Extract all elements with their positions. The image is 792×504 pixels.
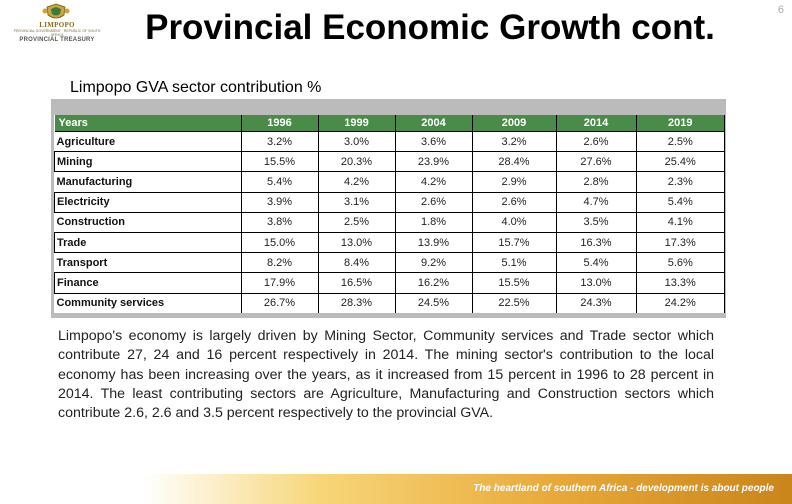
- table-cell: 4.2%: [395, 171, 473, 193]
- table-cell: 4.0%: [472, 211, 557, 233]
- table-cell: 15.0%: [241, 231, 319, 253]
- table-cell: 4.7%: [556, 191, 637, 213]
- footer-tagline: The heartland of southern Africa - devel…: [473, 483, 774, 494]
- column-header: 1996: [241, 115, 319, 132]
- table-cell: 15.5%: [241, 151, 319, 172]
- table-cell: 24.5%: [395, 292, 473, 313]
- table-cell: 3.2%: [241, 130, 319, 152]
- table-cell: 2.5%: [318, 211, 396, 233]
- table-cell: 5.1%: [472, 252, 557, 273]
- logo-treasury: PROVINCIAL TREASURY: [19, 37, 95, 43]
- sector-name: Electricity: [54, 191, 242, 213]
- table-cell: 4.2%: [318, 171, 396, 193]
- sector-name: Community services: [54, 292, 242, 313]
- column-header: 2019: [636, 115, 725, 132]
- sector-name: Agriculture: [54, 130, 242, 152]
- table-row: Manufacturing 5.4% 4.2% 4.2% 2.9% 2.8% 2…: [54, 171, 725, 193]
- footer-banner: The heartland of southern Africa - devel…: [0, 474, 792, 504]
- table-cell: 17.9%: [241, 272, 319, 293]
- table-row: Mining 15.5% 20.3% 23.9% 28.4% 27.6% 25.…: [54, 151, 725, 172]
- table-cell: 20.3%: [318, 151, 396, 172]
- table-row: Community services 26.7% 28.3% 24.5% 22.…: [54, 292, 725, 313]
- sector-name: Mining: [54, 151, 242, 172]
- table-cell: 24.2%: [636, 292, 725, 313]
- table-header-row: Years 1996 1999 2004 2009 2014 2019: [54, 115, 725, 132]
- table-row: Finance 17.9% 16.5% 16.2% 15.5% 13.0% 13…: [54, 272, 725, 293]
- logo-name: LIMPOPO: [39, 21, 75, 29]
- sector-name: Transport: [54, 252, 242, 273]
- table-cell: 25.4%: [636, 151, 725, 172]
- logo-subtitle: PROVINCIAL GOVERNMENT · REPUBLIC OF SOUT…: [13, 29, 101, 37]
- sector-name: Trade: [54, 231, 242, 253]
- table-cell: 3.2%: [472, 130, 557, 152]
- table-cell: 3.5%: [556, 211, 637, 233]
- column-header: Years: [54, 115, 242, 132]
- table-cell: 9.2%: [395, 252, 473, 273]
- table-row: Transport 8.2% 8.4% 9.2% 5.1% 5.4% 5.6%: [54, 252, 725, 273]
- table-cell: 16.3%: [556, 231, 637, 253]
- table-row: Electricity 3.9% 3.1% 2.6% 2.6% 4.7% 5.4…: [54, 191, 725, 213]
- table-cell: 8.4%: [318, 252, 396, 273]
- table-cell: 2.6%: [395, 191, 473, 213]
- page-number: 6: [777, 4, 784, 16]
- sector-name: Finance: [54, 272, 242, 293]
- table-cell: 28.3%: [318, 292, 396, 313]
- table-cell: 3.9%: [241, 191, 319, 213]
- limpopo-logo: LIMPOPO PROVINCIAL GOVERNMENT · REPUBLIC…: [8, 3, 106, 47]
- table-cell: 22.5%: [472, 292, 557, 313]
- table-cell: 3.1%: [318, 191, 396, 213]
- table-cell: 2.9%: [472, 171, 557, 193]
- table-cell: 28.4%: [472, 151, 557, 172]
- table-cell: 2.3%: [636, 171, 725, 193]
- gva-table-panel: Years 1996 1999 2004 2009 2014 2019 Agri…: [51, 99, 726, 318]
- table-cell: 2.5%: [636, 130, 725, 152]
- sector-name: Construction: [54, 211, 242, 233]
- table-cell: 3.8%: [241, 211, 319, 233]
- table-row: Trade 15.0% 13.0% 13.9% 15.7% 16.3% 17.3…: [54, 231, 725, 253]
- table-row: Agriculture 3.2% 3.0% 3.6% 3.2% 2.6% 2.5…: [54, 130, 725, 152]
- table-cell: 5.6%: [636, 252, 725, 273]
- column-header: 2004: [395, 115, 473, 132]
- table-cell: 2.6%: [472, 191, 557, 213]
- table-cell: 27.6%: [556, 151, 637, 172]
- table-cell: 13.3%: [636, 272, 725, 293]
- table-row: Construction 3.8% 2.5% 1.8% 4.0% 3.5% 4.…: [54, 211, 725, 233]
- table-cell: 15.5%: [472, 272, 557, 293]
- table-subtitle: Limpopo GVA sector contribution %: [70, 79, 322, 96]
- table-cell: 8.2%: [241, 252, 319, 273]
- table-cell: 23.9%: [395, 151, 473, 172]
- column-header: 2009: [472, 115, 557, 132]
- table-cell: 13.9%: [395, 231, 473, 253]
- table-cell: 1.8%: [395, 211, 473, 233]
- table-cell: 3.6%: [395, 130, 473, 152]
- table-cell: 26.7%: [241, 292, 319, 313]
- table-cell: 5.4%: [636, 191, 725, 213]
- table-cell: 5.4%: [241, 171, 319, 193]
- table-cell: 2.6%: [556, 130, 637, 152]
- page-title: Provincial Economic Growth cont.: [145, 8, 715, 47]
- table-cell: 13.0%: [556, 272, 637, 293]
- analysis-paragraph: Limpopo's economy is largely driven by M…: [58, 328, 714, 422]
- gva-table: Years 1996 1999 2004 2009 2014 2019 Agri…: [54, 115, 725, 313]
- coat-of-arms-icon: [42, 3, 70, 19]
- table-cell: 16.5%: [318, 272, 396, 293]
- table-cell: 3.0%: [318, 130, 396, 152]
- table-cell: 13.0%: [318, 231, 396, 253]
- table-cell: 5.4%: [556, 252, 637, 273]
- table-cell: 24.3%: [556, 292, 637, 313]
- sector-name: Manufacturing: [54, 171, 242, 193]
- column-header: 2014: [556, 115, 637, 132]
- table-cell: 2.8%: [556, 171, 637, 193]
- table-cell: 15.7%: [472, 231, 557, 253]
- table-cell: 17.3%: [636, 231, 725, 253]
- column-header: 1999: [318, 115, 396, 132]
- table-cell: 16.2%: [395, 272, 473, 293]
- table-cell: 4.1%: [636, 211, 725, 233]
